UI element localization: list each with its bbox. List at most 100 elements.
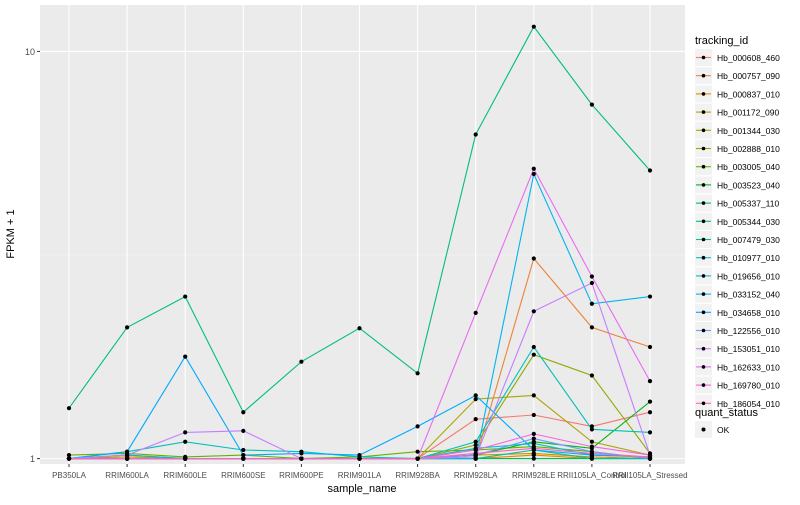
- data-point: [589, 280, 595, 286]
- legend-label: Hb_002888_010: [717, 144, 780, 154]
- data-point: [589, 424, 595, 429]
- legend-label: Hb_153051_010: [717, 344, 780, 354]
- legend-label: Hb_005337_110: [717, 199, 780, 209]
- data-point: [647, 168, 653, 173]
- legend-key-point: [701, 55, 706, 60]
- data-point: [531, 171, 536, 177]
- plot-panel: [40, 5, 685, 464]
- legend-key-point: [701, 346, 706, 351]
- data-point: [647, 294, 653, 299]
- x-tick-label: RRIM901LA: [338, 471, 382, 480]
- legend2-title: quant_status: [695, 407, 758, 419]
- data-point: [183, 354, 188, 359]
- legend-title: tracking_id: [695, 35, 748, 47]
- data-point: [299, 456, 304, 461]
- data-point: [241, 456, 246, 461]
- data-point: [531, 352, 536, 357]
- data-point: [473, 397, 478, 402]
- legend-key-point: [701, 237, 706, 242]
- legend-key-point: [701, 110, 706, 114]
- data-point: [647, 454, 653, 459]
- data-point: [531, 393, 536, 398]
- data-point: [589, 451, 595, 456]
- data-point: [415, 371, 420, 376]
- legend-key-point: [701, 255, 706, 260]
- data-point: [589, 102, 595, 107]
- legend-key-point: [701, 219, 706, 224]
- legend-label: Hb_169780_010: [717, 381, 780, 391]
- data-point: [415, 449, 420, 454]
- data-point: [415, 456, 420, 461]
- legend-key-point: [701, 401, 706, 406]
- data-point: [531, 436, 536, 441]
- data-point: [531, 446, 536, 451]
- data-point: [589, 439, 595, 444]
- legend-label: Hb_000757_090: [717, 71, 780, 81]
- legend-label: Hb_162633_010: [717, 362, 780, 372]
- x-tick-label: RRIM600LE: [163, 471, 207, 480]
- legend2-key-point: [701, 427, 706, 432]
- data-point: [531, 441, 536, 446]
- data-point: [299, 451, 304, 456]
- data-point: [531, 309, 536, 314]
- legend-label: Hb_122556_010: [717, 326, 780, 336]
- x-tick-label: RRIM600LA: [105, 471, 149, 480]
- legend-key-point: [701, 383, 706, 387]
- y-axis: 1 10: [25, 47, 40, 464]
- data-point: [647, 379, 653, 384]
- y-axis-title: FPKM + 1: [5, 209, 17, 258]
- legend-key-point: [701, 310, 706, 315]
- data-point: [125, 449, 130, 454]
- data-point: [66, 453, 72, 458]
- data-point: [473, 417, 478, 422]
- data-point: [589, 456, 595, 461]
- legend-key-point: [701, 328, 706, 333]
- x-tick-label: RRIM928LA: [454, 471, 498, 480]
- legend2-items: OK: [695, 421, 730, 438]
- data-point: [531, 256, 536, 261]
- x-axis: PB350LA RRIM600LA RRIM600LE RRIM600SE RRIM60…: [52, 464, 688, 480]
- legend-key-point: [701, 292, 706, 296]
- data-point: [473, 451, 478, 456]
- data-point: [415, 424, 420, 429]
- data-point: [125, 456, 130, 461]
- x-axis-title: sample_name: [327, 483, 396, 495]
- legend-items: Hb_000608_460 Hb_000757_090 Hb_000837_010 H…: [695, 49, 780, 412]
- data-point: [589, 373, 595, 378]
- x-tick-label: RRII105LA_Control: [557, 471, 627, 480]
- data-point: [183, 456, 188, 461]
- legend-label: Hb_000837_010: [717, 89, 780, 99]
- x-tick-label: RRIM600SE: [221, 471, 265, 480]
- legend-label: Hb_005344_030: [717, 217, 780, 227]
- legend-label: Hb_034658_010: [717, 308, 780, 318]
- x-tick-label: RRII105LA_Stressed: [612, 471, 687, 480]
- data-point: [357, 456, 362, 461]
- legend-label: Hb_001344_030: [717, 126, 780, 136]
- data-point: [589, 325, 595, 330]
- legend-key-point: [701, 146, 706, 151]
- legend-label: Hb_003523_040: [717, 180, 780, 190]
- data-point: [241, 447, 246, 453]
- x-tick-label: RRIM928LE: [512, 471, 556, 480]
- x-tick-label: RRIM600PE: [279, 471, 323, 480]
- data-point: [357, 326, 362, 331]
- data-point: [589, 274, 595, 279]
- data-point: [531, 456, 536, 461]
- data-point: [531, 166, 536, 171]
- y-tick-label: 1: [30, 454, 35, 464]
- x-tick-label: RRIM928BA: [395, 471, 440, 480]
- legend-label: Hb_000608_460: [717, 53, 780, 63]
- data-point: [473, 393, 478, 398]
- data-point: [647, 399, 653, 404]
- data-point: [299, 359, 304, 364]
- data-point: [241, 453, 246, 458]
- data-point: [647, 410, 653, 415]
- legend-key-point: [701, 183, 706, 187]
- legend-key-point: [701, 365, 706, 369]
- data-point: [531, 24, 536, 29]
- data-point: [589, 301, 595, 306]
- y-tick-label: 10: [25, 47, 35, 57]
- data-point: [473, 442, 478, 448]
